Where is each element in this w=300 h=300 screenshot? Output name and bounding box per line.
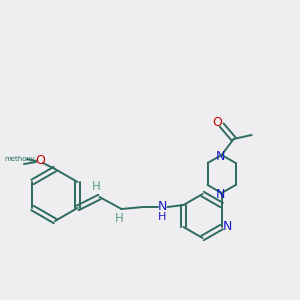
Text: O: O [213, 116, 223, 128]
Text: H: H [92, 181, 101, 194]
Text: N: N [216, 188, 225, 200]
Text: H: H [158, 212, 167, 222]
Text: methoxy: methoxy [5, 156, 35, 162]
Text: O: O [35, 154, 45, 166]
Text: N: N [216, 149, 225, 163]
Text: N: N [158, 200, 167, 214]
Text: N: N [223, 220, 232, 233]
Text: H: H [115, 212, 124, 226]
